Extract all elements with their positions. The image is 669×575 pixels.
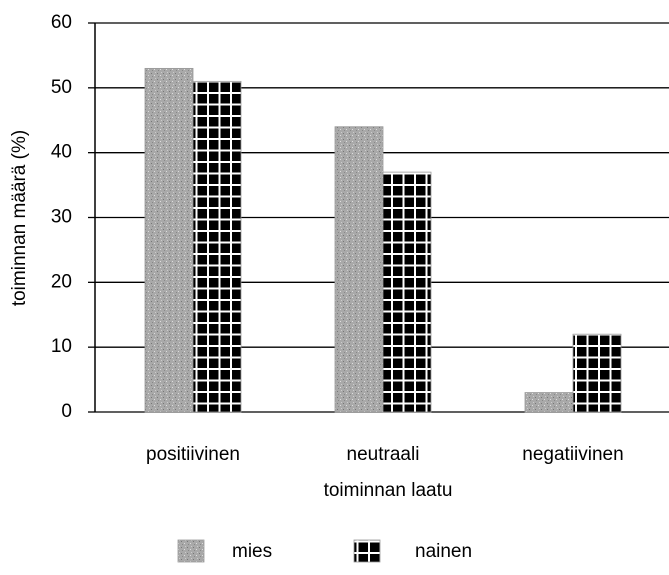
legend-label: mies: [232, 541, 272, 562]
y-tick-label: 0: [61, 401, 72, 422]
bar: [524, 392, 574, 413]
bar: [382, 171, 432, 413]
y-tick-label: 20: [51, 271, 72, 292]
legend-swatch: [353, 539, 381, 563]
bar: [192, 80, 242, 413]
y-tick-label: 60: [51, 12, 72, 33]
bar: [572, 333, 622, 413]
bar: [144, 67, 194, 413]
legend-swatch: [177, 539, 205, 563]
y-tick-label: 10: [51, 336, 72, 357]
y-tick-label: 40: [51, 142, 72, 163]
y-tick-label: 30: [51, 207, 72, 228]
y-axis-title: toiminnan määrä (%): [9, 130, 30, 306]
y-tick-label: 50: [51, 77, 72, 98]
x-tick-label: negatiivinen: [522, 444, 623, 465]
bar: [334, 126, 384, 413]
x-tick-label: neutraali: [347, 444, 420, 465]
x-tick-label: positiivinen: [146, 444, 240, 465]
x-axis-title: toiminnan laatu: [324, 480, 453, 501]
legend-label: nainen: [415, 541, 472, 562]
